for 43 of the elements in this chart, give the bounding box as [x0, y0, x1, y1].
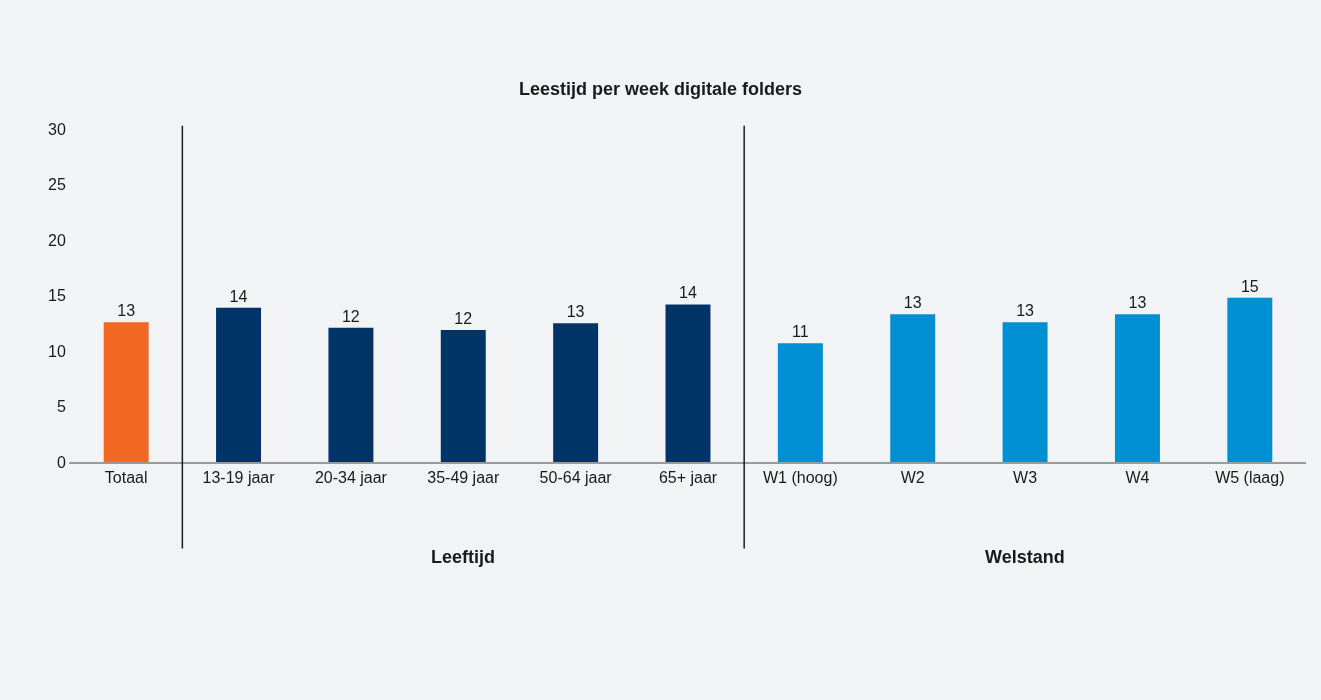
bar	[777, 343, 823, 462]
x-tick-label: W4	[1125, 468, 1150, 486]
x-tick-label: 65+ jaar	[658, 468, 718, 486]
text: Welstand	[985, 547, 1065, 567]
x-tick-label: W5 (laag)	[1215, 468, 1285, 486]
x-tick-label: 13-19 jaar	[202, 468, 276, 486]
y-tick-label: 15	[48, 287, 66, 305]
bar	[1114, 314, 1160, 462]
bar	[1002, 322, 1048, 462]
x-tick-label: W3	[1013, 468, 1038, 486]
y-tick-label: 30	[48, 120, 66, 138]
bar	[103, 322, 149, 462]
x-tick-label: W1 (hoog)	[763, 468, 838, 486]
bar	[553, 323, 599, 462]
bar	[216, 307, 262, 462]
data-label: 12	[454, 309, 473, 327]
data-label: 15	[1240, 277, 1259, 295]
text: Leeftijd	[431, 547, 496, 567]
y-tick-label: 25	[48, 176, 66, 194]
bar	[328, 327, 374, 462]
bar	[1227, 297, 1273, 462]
data-label: 13	[566, 303, 585, 321]
y-tick-label: 10	[48, 342, 66, 360]
y-tick-label: 5	[56, 398, 66, 416]
data-label: 13	[1016, 302, 1035, 320]
x-tick-label: W2	[900, 468, 925, 486]
x-tick-label: 20-34 jaar	[314, 468, 388, 486]
x-tick-label: 35-49 jaar	[427, 468, 500, 486]
bar	[890, 314, 936, 462]
x-tick-label: Totaal	[104, 468, 148, 486]
bar	[440, 329, 486, 462]
data-label: 14	[679, 284, 697, 302]
data-label: 14	[229, 287, 248, 305]
data-label: 12	[341, 307, 360, 325]
data-label: 13	[903, 294, 922, 312]
y-tick-label: 20	[48, 231, 66, 249]
y-tick-label: 0	[56, 453, 66, 471]
data-label: 13	[117, 302, 136, 320]
data-label: 13	[1128, 294, 1147, 312]
bar	[665, 304, 711, 462]
data-label: 11	[792, 323, 809, 341]
x-tick-label: 50-64 jaar	[539, 468, 613, 486]
chart-title: Leestijd per week digitale folders	[518, 79, 803, 100]
